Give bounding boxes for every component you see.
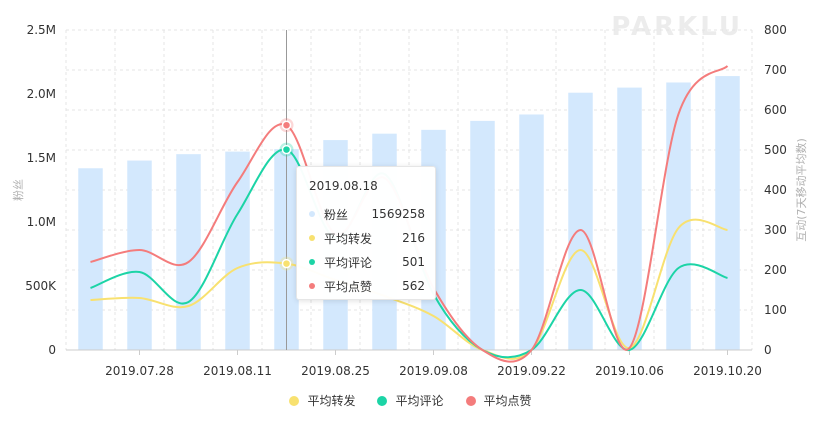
tooltip-row-comments: 平均评论 501: [309, 250, 425, 274]
hover-marker: [281, 258, 292, 269]
legend-label: 平均点赞: [483, 394, 532, 408]
watermark-logo: PARKLU: [611, 12, 743, 42]
tooltip-label: 粉丝: [324, 207, 349, 222]
tooltip-label: 平均转发: [324, 231, 373, 246]
tooltip-label: 平均点赞: [324, 279, 373, 294]
fans-dot-icon: [309, 211, 315, 217]
x-tick-label: 2019.08.11: [203, 364, 272, 378]
right-tick-label: 100: [764, 303, 787, 317]
fans-bar: [225, 151, 250, 350]
legend-label: 平均转发: [307, 394, 356, 408]
x-tick-label: 2019.10.20: [693, 364, 762, 378]
left-tick-label: 500K: [25, 279, 57, 293]
right-tick-label: 600: [764, 103, 787, 117]
x-tick-label: 2019.09.08: [399, 364, 468, 378]
legend-item-comments[interactable]: 平均评论: [377, 392, 444, 409]
fans-bar: [470, 120, 495, 350]
legend-item-reposts[interactable]: 平均转发: [289, 392, 355, 409]
hover-markers: [279, 30, 294, 350]
right-tick-label: 800: [764, 23, 787, 37]
likes-dot-icon: [309, 283, 315, 289]
chart-tooltip: 2019.08.18 粉丝 1569258 平均转发 216 平均评论 501 …: [296, 166, 436, 300]
right-tick-label: 300: [764, 223, 787, 237]
right-tick-label: 700: [764, 63, 787, 77]
x-tick-label: 2019.07.28: [105, 364, 174, 378]
fans-bar: [666, 82, 691, 350]
left-tick-label: 2.0M: [27, 87, 56, 101]
left-axis-title: 粉丝: [12, 179, 25, 201]
reposts-legend-icon: [289, 395, 300, 406]
comments-legend-icon: [377, 395, 388, 406]
tooltip-value: 501: [402, 255, 425, 269]
left-tick-label: 2.5M: [27, 23, 56, 37]
comments-dot-icon: [309, 259, 315, 265]
legend-item-likes[interactable]: 平均点赞: [465, 392, 532, 409]
hover-marker: [281, 144, 292, 155]
right-tick-label: 500: [764, 143, 787, 157]
likes-legend-icon: [465, 395, 476, 406]
left-tick-label: 0: [48, 343, 56, 357]
left-tick-label: 1.0M: [27, 215, 56, 229]
right-tick-label: 200: [764, 263, 787, 277]
right-axis-title: 互动(7天移动平均数): [795, 138, 808, 242]
axes: 0 100 200 300 400 500 600 700 800 0 500K 1.0M 1.5M 2.…: [25, 23, 787, 378]
tooltip-row-reposts: 平均转发 216: [309, 226, 425, 250]
hover-marker: [281, 120, 292, 130]
chart-legend: 平均转发 平均评论 平均点赞: [0, 392, 821, 409]
right-tick-label: 400: [764, 183, 787, 197]
fans-bar: [617, 87, 642, 350]
x-tick-label: 2019.10.06: [595, 364, 664, 378]
fans-bar: [127, 160, 152, 350]
right-tick-label: 0: [764, 343, 772, 357]
tooltip-row-fans: 粉丝 1569258: [309, 202, 425, 226]
reposts-dot-icon: [309, 235, 315, 241]
fans-bar: [519, 114, 544, 350]
tooltip-value: 216: [402, 231, 425, 245]
tooltip-date: 2019.08.18: [309, 179, 378, 193]
tooltip-value: 1569258: [371, 207, 425, 221]
fans-bar: [715, 76, 740, 350]
tooltip-label: 平均评论: [324, 255, 373, 270]
x-tick-label: 2019.08.25: [301, 364, 370, 378]
tooltip-value: 562: [402, 279, 425, 293]
tooltip-row-likes: 平均点赞 562: [309, 274, 425, 298]
fans-bar: [568, 92, 593, 350]
legend-label: 平均评论: [395, 394, 444, 408]
x-tick-label: 2019.09.22: [497, 364, 566, 378]
left-tick-label: 1.5M: [27, 151, 56, 165]
